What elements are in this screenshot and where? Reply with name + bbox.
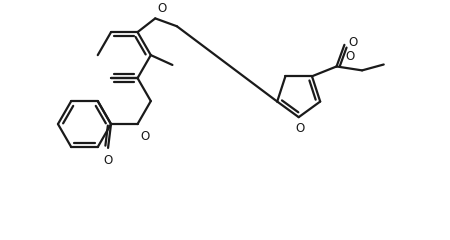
Text: O: O: [348, 36, 358, 49]
Text: O: O: [104, 154, 112, 167]
Text: O: O: [295, 122, 304, 135]
Text: O: O: [140, 130, 150, 143]
Text: O: O: [157, 2, 166, 15]
Text: O: O: [346, 49, 355, 63]
